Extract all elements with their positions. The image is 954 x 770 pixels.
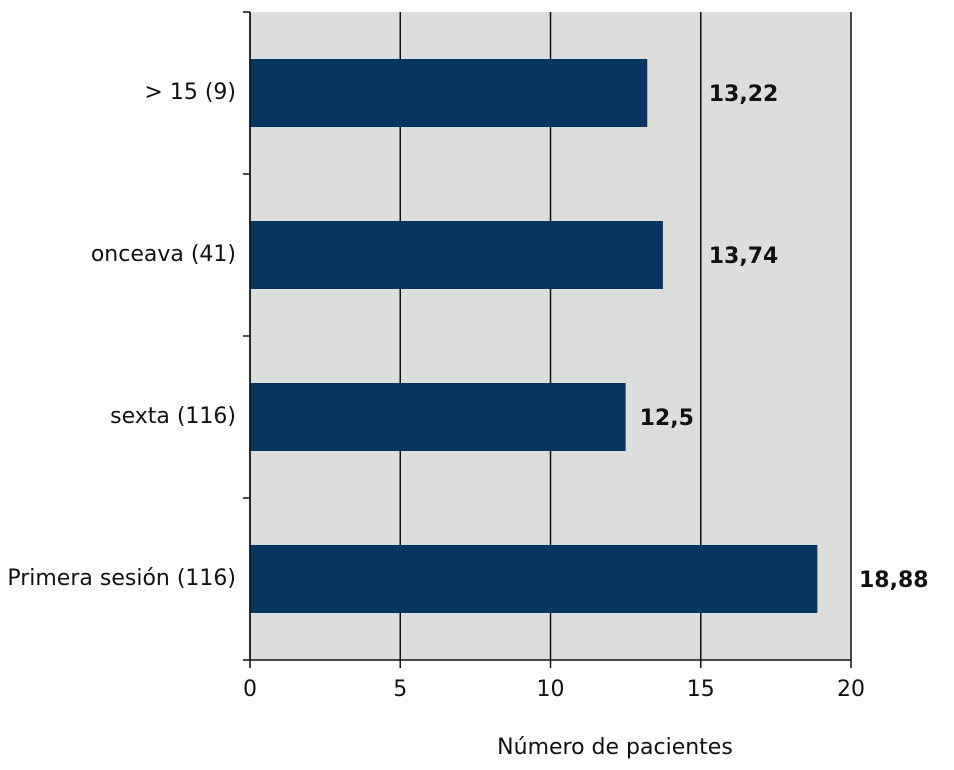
- y-tick-label: > 15 (9): [144, 80, 236, 105]
- bar: [250, 59, 648, 127]
- x-axis-label: Número de pacientes: [497, 735, 733, 760]
- x-tick-label: 10: [537, 677, 565, 702]
- bar: [250, 383, 626, 451]
- x-tick-label: 20: [837, 677, 865, 702]
- y-tick-label: onceava (41): [91, 242, 236, 267]
- value-label: 12,5: [640, 406, 694, 431]
- y-tick-label: Primera sesión (116): [7, 566, 236, 591]
- bar: [250, 221, 663, 289]
- value-label: 13,74: [709, 244, 779, 269]
- value-label: 18,88: [859, 568, 929, 593]
- x-tick-label: 15: [687, 677, 715, 702]
- y-tick-label: sexta (116): [110, 404, 236, 429]
- x-tick-label: 0: [243, 677, 257, 702]
- bar: [250, 545, 818, 613]
- value-label: 13,22: [709, 82, 779, 107]
- x-tick-label: 5: [393, 677, 407, 702]
